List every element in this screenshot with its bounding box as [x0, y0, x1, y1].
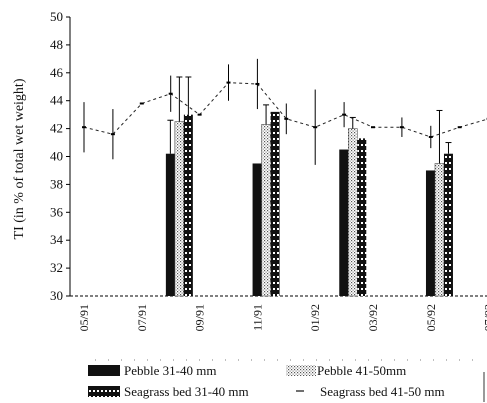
y-tick-label: 36: [50, 204, 64, 219]
line-point: [428, 135, 433, 138]
line-point: [197, 113, 202, 116]
bar: [425, 170, 435, 296]
line-series: [82, 58, 487, 165]
line-point: [371, 126, 375, 129]
y-tick-label: 40: [50, 149, 63, 164]
y-tick-label: 34: [50, 232, 64, 247]
line-point: [313, 126, 318, 129]
x-tick-label: 03/92: [366, 304, 380, 331]
line-point: [342, 113, 347, 116]
line-point: [457, 126, 462, 129]
y-tick-label: 30: [50, 288, 63, 303]
legend-swatch-pebble-31-40: [88, 365, 120, 376]
bar: [174, 121, 185, 297]
series-line: [83, 82, 487, 138]
bar: [443, 153, 453, 296]
legend-label-seagrass-41-50: Seagrass bed 41-50 mm: [320, 384, 445, 399]
bar: [434, 163, 445, 297]
bar: [339, 149, 349, 296]
line-point: [168, 92, 173, 95]
bar: [252, 163, 262, 296]
line-point: [110, 133, 115, 136]
y-tick-label: 42: [50, 121, 63, 136]
y-axis-label: TI (in % of total wet weight): [12, 78, 27, 239]
legend-label-pebble-41-50: Pebble 41-50mm: [317, 363, 406, 378]
y-tick-label: 32: [50, 260, 63, 275]
line-point: [226, 81, 231, 84]
line-point: [255, 82, 260, 85]
y-tick-label: 48: [50, 37, 63, 52]
bar: [357, 138, 367, 296]
y-tick-label: 50: [50, 9, 63, 24]
line-point: [82, 126, 86, 129]
legend-swatch-pebble-41-50: [286, 365, 316, 376]
x-tick-label: 07/91: [135, 304, 149, 331]
bar: [261, 124, 271, 297]
bars: [165, 76, 453, 297]
y-tick-label: 44: [50, 93, 64, 108]
bar: [165, 153, 175, 296]
bar: [270, 111, 280, 296]
x-tick-label: 05/92: [424, 304, 438, 331]
line-point: [139, 102, 144, 105]
y-tick-label: 38: [50, 176, 63, 191]
bar: [183, 114, 193, 297]
legend-label-pebble-31-40: Pebble 31-40 mm: [124, 363, 216, 378]
y-axis: 30 32 34 36 38 40 42 44 46 48 50: [50, 9, 71, 303]
x-tick-label: 07/92: [482, 304, 487, 331]
x-tick-label: 11/91: [250, 304, 264, 331]
line-point: [284, 117, 289, 120]
x-tick-label: 01/92: [308, 304, 322, 331]
line-point: [399, 126, 404, 129]
x-tick-label: 09/91: [193, 304, 207, 331]
bar: [348, 128, 358, 297]
x-axis: 05/91 07/91 09/91 11/91 01/92 03/92 05/92 07/92: [70, 295, 487, 331]
legend-swatch-seagrass-31-40: [88, 386, 120, 397]
legend: Pebble 31-40 mm Pebble 41-50mm Seagrass …: [88, 359, 485, 402]
y-tick-label: 46: [50, 65, 64, 80]
legend-label-seagrass-31-40: Seagrass bed 31-40 mm: [124, 384, 249, 399]
x-tick-label: 05/91: [77, 304, 91, 331]
